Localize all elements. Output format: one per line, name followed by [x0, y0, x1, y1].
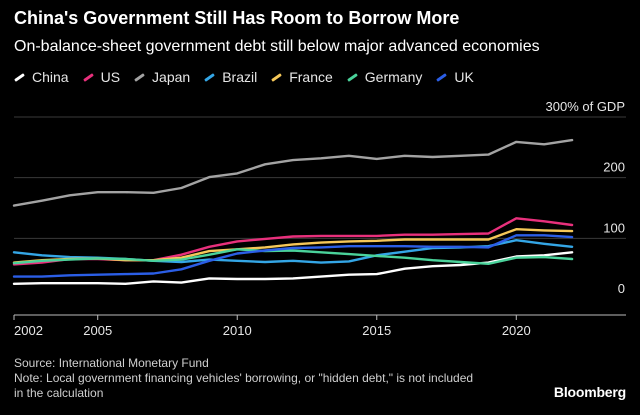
legend-item: France [271, 69, 333, 85]
series-line-germany [12, 248, 574, 265]
series-line-uk [12, 234, 574, 278]
gridlines [14, 116, 626, 239]
chart-title: China's Government Still Has Room to Bor… [14, 8, 460, 28]
x-tick-label: 2015 [362, 323, 391, 338]
legend-label: France [289, 69, 333, 85]
axes: 0 100 200 300% of GDP 2002 2005 2010 2015 2020 [13, 99, 626, 338]
legend-label: Japan [152, 69, 191, 85]
series-line-japan [12, 138, 574, 207]
x-tick-label: 2020 [502, 323, 531, 338]
chart-subtitle: On-balance-sheet government debt still b… [14, 38, 540, 55]
note-text: Note: Local government financing vehicle… [14, 371, 474, 400]
legend-label: Germany [364, 69, 423, 85]
source-note: Source: International Monetary Fund Note… [14, 356, 484, 401]
y-tick-label: 0 [618, 281, 625, 296]
legend-label: US [100, 69, 121, 85]
y-tick-label: 100 [603, 220, 625, 235]
x-tick-label: 2002 [14, 323, 43, 338]
legend-item: Brazil [204, 69, 257, 85]
bloomberg-logo: Bloomberg [553, 384, 626, 400]
legend-item: China [14, 69, 69, 85]
legend-label: UK [454, 69, 474, 85]
legend-item: Japan [134, 69, 190, 85]
legend-label: Brazil [222, 69, 258, 85]
y-tick-label: 300% of GDP [546, 99, 626, 114]
legend: China US Japan Brazil France Germany UK [14, 67, 488, 87]
x-tick-label: 2010 [223, 323, 252, 338]
source-text: Source: International Monetary Fund [14, 356, 209, 370]
legend-item: UK [436, 69, 474, 85]
series-lines [12, 138, 574, 285]
legend-item: US [82, 69, 121, 85]
legend-item: Germany [346, 69, 423, 85]
legend-label: China [32, 69, 69, 85]
y-tick-label: 200 [603, 160, 625, 175]
x-tick-label: 2005 [83, 323, 112, 338]
